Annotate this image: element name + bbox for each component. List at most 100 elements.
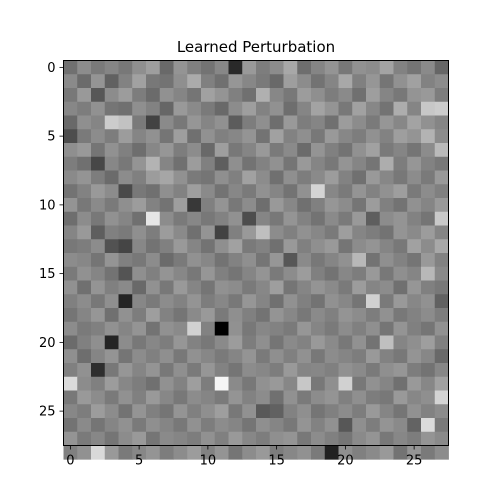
heatmap-cell <box>146 308 161 323</box>
heatmap-cell <box>228 376 243 391</box>
heatmap-cell <box>201 60 216 75</box>
heatmap-cell <box>201 184 216 199</box>
heatmap-cell <box>173 60 188 75</box>
heatmap-cell <box>269 390 284 405</box>
heatmap-cell <box>132 445 147 460</box>
heatmap-cell <box>77 280 92 295</box>
heatmap-cell <box>104 349 119 364</box>
heatmap-cell <box>77 184 92 199</box>
heatmap-cell <box>338 390 353 405</box>
heatmap-cell <box>311 198 326 213</box>
heatmap-cell <box>269 74 284 89</box>
heatmap-cell <box>297 198 312 213</box>
heatmap-cell <box>91 156 106 171</box>
heatmap-cell <box>352 431 367 446</box>
heatmap-cell <box>173 101 188 116</box>
heatmap-cell <box>242 198 257 213</box>
heatmap-cell <box>269 363 284 378</box>
heatmap-cell <box>434 390 449 405</box>
heatmap-cell <box>297 88 312 103</box>
heatmap-cell <box>366 129 381 144</box>
heatmap-cell <box>269 198 284 213</box>
heatmap-cell <box>201 129 216 144</box>
heatmap-cell <box>393 129 408 144</box>
heatmap-cell <box>269 211 284 226</box>
heatmap-cell <box>324 418 339 433</box>
heatmap-cell <box>159 143 174 158</box>
heatmap-cell <box>118 88 133 103</box>
heatmap-cell <box>214 418 229 433</box>
heatmap-cell <box>393 198 408 213</box>
heatmap-cell <box>104 321 119 336</box>
heatmap-cell <box>297 404 312 419</box>
heatmap-cell <box>118 115 133 130</box>
heatmap-cell <box>434 74 449 89</box>
heatmap-cell <box>187 418 202 433</box>
heatmap-cell <box>352 184 367 199</box>
heatmap-cell <box>242 321 257 336</box>
heatmap-cell <box>407 390 422 405</box>
heatmap-cell <box>173 74 188 89</box>
heatmap-cell <box>91 363 106 378</box>
heatmap-cell <box>118 101 133 116</box>
heatmap-cell <box>91 198 106 213</box>
heatmap-cell <box>228 156 243 171</box>
heatmap-cell <box>393 74 408 89</box>
heatmap-cell <box>118 349 133 364</box>
heatmap-cell <box>366 239 381 254</box>
heatmap-cell <box>352 404 367 419</box>
heatmap-cell <box>352 376 367 391</box>
heatmap-cell <box>352 129 367 144</box>
heatmap-cell <box>159 225 174 240</box>
heatmap-cell <box>242 225 257 240</box>
heatmap-cell <box>242 101 257 116</box>
heatmap-cell <box>352 349 367 364</box>
heatmap-cell <box>63 431 78 446</box>
heatmap-cell <box>297 363 312 378</box>
heatmap-cell <box>393 266 408 281</box>
heatmap-cell <box>366 88 381 103</box>
heatmap-cell <box>146 143 161 158</box>
heatmap-cell <box>366 390 381 405</box>
heatmap-cell <box>379 335 394 350</box>
heatmap-cell <box>256 170 271 185</box>
heatmap-cell <box>256 225 271 240</box>
heatmap-cell <box>393 376 408 391</box>
heatmap-cell <box>352 280 367 295</box>
heatmap-cell <box>283 88 298 103</box>
heatmap-cell <box>214 198 229 213</box>
heatmap-cell <box>311 308 326 323</box>
heatmap-cell <box>63 418 78 433</box>
heatmap-cell <box>421 431 436 446</box>
heatmap-cell <box>63 404 78 419</box>
heatmap-cell <box>91 60 106 75</box>
heatmap-cell <box>434 129 449 144</box>
heatmap-cell <box>324 101 339 116</box>
heatmap-cell <box>214 239 229 254</box>
heatmap-cell <box>297 335 312 350</box>
heatmap-cell <box>187 266 202 281</box>
heatmap-cell <box>283 404 298 419</box>
heatmap-cell <box>366 74 381 89</box>
heatmap-cell <box>118 198 133 213</box>
heatmap-cell <box>283 280 298 295</box>
heatmap-cell <box>393 101 408 116</box>
heatmap-cell <box>214 280 229 295</box>
heatmap-cell <box>311 239 326 254</box>
heatmap-cell <box>421 335 436 350</box>
heatmap-cell <box>434 335 449 350</box>
heatmap-cell <box>118 239 133 254</box>
heatmap-cell <box>324 225 339 240</box>
heatmap-cell <box>421 170 436 185</box>
heatmap-cell <box>173 211 188 226</box>
heatmap-cell <box>421 445 436 460</box>
heatmap-cell <box>434 376 449 391</box>
heatmap-cell <box>283 60 298 75</box>
heatmap-cell <box>201 74 216 89</box>
heatmap-cell <box>104 115 119 130</box>
heatmap-cell <box>91 390 106 405</box>
heatmap-cell <box>434 101 449 116</box>
heatmap-cell <box>297 349 312 364</box>
plot-frame <box>63 60 449 446</box>
heatmap-cell <box>338 129 353 144</box>
